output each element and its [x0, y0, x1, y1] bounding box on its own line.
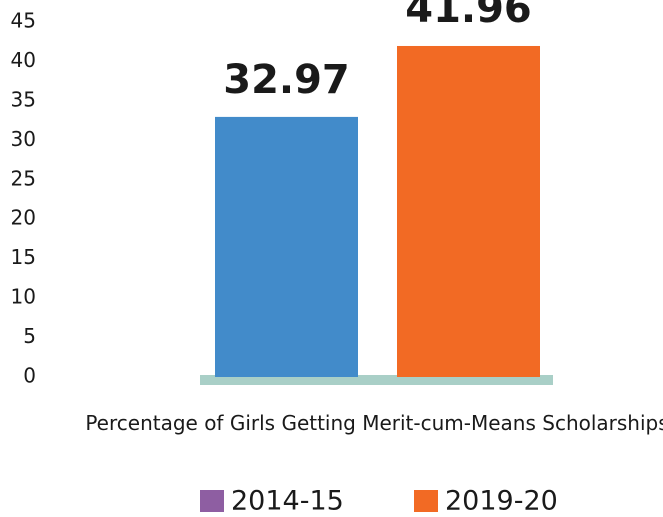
bar	[397, 45, 540, 377]
value-label: 41.96	[405, 0, 532, 32]
y-tick-label: 20	[11, 206, 36, 230]
y-tick-label: 25	[11, 166, 36, 190]
y-tick-label: 15	[11, 245, 36, 269]
legend-swatch	[200, 490, 224, 512]
bar	[215, 116, 358, 378]
legend-swatch	[414, 490, 438, 512]
y-tick-label: 5	[23, 324, 36, 348]
y-tick-label: 30	[11, 127, 36, 151]
y-tick-label: 35	[11, 87, 36, 111]
baseline	[200, 375, 553, 385]
legend-label: 2014-15	[231, 486, 344, 517]
y-tick-label: 40	[11, 48, 36, 72]
legend-label: 2019-20	[445, 486, 558, 517]
category-label: Percentage of Girls Getting Merit-cum-Me…	[85, 411, 663, 435]
y-tick-label: 10	[11, 285, 36, 309]
y-tick-label: 45	[11, 9, 36, 33]
y-tick-label: 0	[23, 364, 36, 388]
value-label: 32.97	[223, 57, 350, 103]
